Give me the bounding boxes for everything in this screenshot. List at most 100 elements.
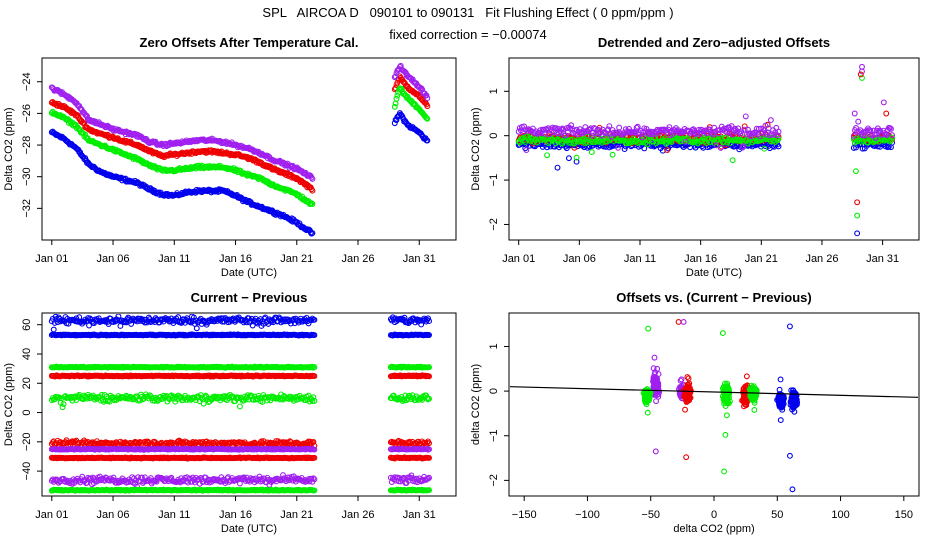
point-blue <box>311 316 318 323</box>
x-tick-label: Jan 21 <box>745 253 778 265</box>
point-blue <box>426 332 433 339</box>
point-purple <box>741 126 748 133</box>
point-green <box>311 397 318 404</box>
point-purple <box>872 135 879 141</box>
point-blue <box>391 120 398 127</box>
point-purple <box>616 124 623 131</box>
point-blue <box>161 316 168 323</box>
plot-frame <box>41 312 457 497</box>
point-green <box>398 85 405 92</box>
x-tick-label: Jan 21 <box>280 253 313 265</box>
point-green <box>311 364 318 371</box>
x-tick-label: Jan 01 <box>502 253 535 265</box>
point-green <box>59 404 66 411</box>
point-blue <box>86 322 92 329</box>
outlier-point <box>854 230 861 237</box>
point-purple <box>62 92 69 99</box>
x-tick-label: Jan 26 <box>805 253 838 265</box>
point-purple <box>855 118 862 125</box>
point-green <box>236 394 242 401</box>
point-red <box>309 187 316 194</box>
point-purple <box>568 122 575 129</box>
point-green <box>236 403 243 410</box>
x-tick-label: Jan 11 <box>624 253 656 265</box>
point-green <box>426 364 433 371</box>
point-purple <box>745 126 751 133</box>
point-purple <box>634 123 641 130</box>
point-green <box>588 149 595 156</box>
point-green <box>544 152 551 159</box>
point-red <box>311 373 318 380</box>
point-blue <box>424 137 431 144</box>
y-tick-label: 0 <box>21 409 33 415</box>
point-purple <box>724 129 731 136</box>
point-green <box>426 395 433 402</box>
x-axis-label: Date (UTC) <box>221 267 277 279</box>
point-blue <box>573 158 580 165</box>
y-tick-label: −32 <box>21 199 33 218</box>
point-blue <box>309 230 316 237</box>
point-blue <box>426 318 433 325</box>
point-green <box>391 103 398 110</box>
point-green <box>775 136 782 142</box>
point-blue <box>775 143 782 150</box>
y-tick-label: −30 <box>21 167 33 186</box>
point-purple <box>633 124 640 131</box>
x-tick-label: Jan 11 <box>158 509 190 521</box>
point-green <box>522 139 529 146</box>
point-blue <box>641 145 648 152</box>
point-purple <box>861 132 868 139</box>
y-tick-label: −2 <box>488 218 500 231</box>
x-axis-label: Date (UTC) <box>221 523 277 535</box>
point-purple <box>883 132 890 139</box>
point-red <box>664 147 671 153</box>
y-tick-label: −20 <box>21 432 33 451</box>
data-points <box>48 314 433 494</box>
point-purple <box>426 446 433 453</box>
point-red <box>310 438 317 445</box>
point-red <box>426 373 433 380</box>
x-tick-label: Jan 21 <box>280 509 313 521</box>
point-purple <box>886 125 893 131</box>
y-axis-label: Delta CO2 (ppm) <box>3 363 15 446</box>
point-purple <box>774 132 781 139</box>
point-purple <box>888 125 894 132</box>
point-blue <box>77 149 84 156</box>
point-green <box>61 115 68 122</box>
y-tick-label: −26 <box>21 104 33 123</box>
point-red <box>426 440 433 447</box>
outlier-point <box>854 212 861 219</box>
x-tick-label: Jan 31 <box>403 253 436 265</box>
plot-frame <box>508 57 920 241</box>
data-points <box>515 63 896 237</box>
x-tick-label: Jan 31 <box>403 509 436 521</box>
y-axis-label: Delta CO2 (ppm) <box>470 107 482 190</box>
outlier-point <box>859 75 865 81</box>
point-green <box>55 394 62 401</box>
y-tick-label: 0 <box>488 133 500 139</box>
point-green <box>309 398 316 405</box>
point-purple <box>708 130 715 137</box>
x-tick-label: Jan 11 <box>158 253 190 265</box>
point-green <box>539 136 546 143</box>
outlier-point <box>854 199 861 206</box>
point-green <box>423 115 430 122</box>
point-purple <box>423 92 430 99</box>
point-green <box>761 145 768 152</box>
point-purple <box>558 126 565 133</box>
x-tick-label: Jan 16 <box>684 253 717 265</box>
x-tick-label: Jan 01 <box>35 509 68 521</box>
point-purple <box>717 144 724 151</box>
chart-zero-offsets: Zero Offsets After Temperature Cal. Date … <box>3 35 457 279</box>
point-purple <box>740 143 747 150</box>
chart-title: Zero Offsets After Temperature Cal. <box>140 35 359 50</box>
outlier-point <box>859 68 865 75</box>
point-purple <box>868 132 875 139</box>
y-tick-label: −40 <box>21 462 33 481</box>
y-tick-label: −24 <box>21 72 33 91</box>
point-green <box>310 394 317 401</box>
chart-detrended: Detrended and Zero−adjusted OffsetsDate … <box>470 35 920 279</box>
point-purple <box>615 144 622 151</box>
point-purple <box>767 117 774 124</box>
point-blue <box>117 322 124 329</box>
